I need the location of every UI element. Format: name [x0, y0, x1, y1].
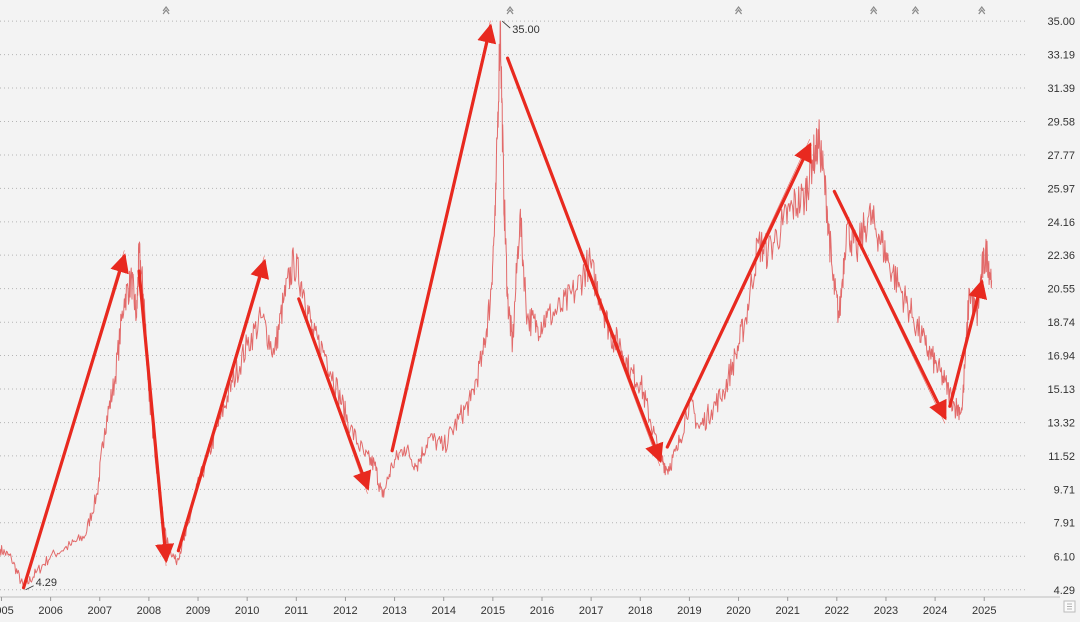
x-tick-label: 2015 — [481, 605, 505, 617]
y-tick-label: 20.55 — [1047, 284, 1075, 296]
x-tick-label: 2009 — [186, 605, 210, 617]
x-tick-label: 2020 — [726, 605, 750, 617]
y-tick-label: 22.36 — [1047, 250, 1075, 262]
y-tick-label: 11.52 — [1048, 451, 1075, 463]
price-line — [0, 20, 993, 589]
trend-arrow — [505, 56, 664, 463]
trend-arrow — [665, 142, 812, 449]
x-tick-label: 2014 — [431, 605, 455, 617]
annotation-pointer — [25, 585, 34, 591]
scroll-grip-icon — [1067, 603, 1072, 610]
y-tick-label: 29.58 — [1047, 116, 1075, 128]
trend-arrow — [137, 269, 175, 564]
y-tick-label: 25.97 — [1047, 183, 1075, 195]
y-tick-label: 7.91 — [1054, 518, 1075, 530]
x-tick-label: 2005 — [0, 605, 14, 617]
y-tick-label: 4.29 — [1054, 585, 1075, 597]
x-tick-label: 2010 — [235, 605, 259, 617]
x-tick-label: 2006 — [38, 605, 62, 617]
annotation-label: 4.29 — [36, 577, 57, 589]
y-tick-label: 35.00 — [1047, 16, 1075, 28]
x-tick-label: 2013 — [382, 605, 406, 617]
trend-arrow — [297, 297, 372, 491]
gridlines — [0, 20, 1026, 591]
y-tick-label: 13.32 — [1047, 418, 1075, 430]
x-axis: 2005 2006 2007 2008 2009 2010 2011 2012 2013 2014… — [0, 596, 1060, 617]
x-tick-label: 2011 — [284, 605, 308, 617]
x-tick-label: 2017 — [579, 605, 603, 617]
annotation-label: 35.00 — [512, 24, 540, 36]
y-tick-label: 15.13 — [1047, 384, 1075, 396]
event-marker-icon — [162, 6, 170, 15]
x-tick-label: 2012 — [333, 605, 357, 617]
x-tick-label: 2021 — [775, 605, 799, 617]
x-tick-label: 2024 — [923, 605, 947, 617]
y-tick-label: 24.16 — [1047, 217, 1075, 229]
y-tick-label: 6.10 — [1054, 551, 1075, 563]
price-series — [0, 20, 993, 589]
top-markers — [162, 6, 986, 15]
x-tick-label: 2022 — [825, 605, 849, 617]
x-tick-label: 2007 — [88, 605, 112, 617]
trend-arrow — [948, 279, 988, 408]
event-marker-icon — [978, 6, 986, 15]
scroll-control[interactable] — [1063, 600, 1076, 613]
trend-arrow — [176, 258, 269, 553]
y-tick-label: 9.71 — [1054, 484, 1075, 496]
x-tick-label: 2023 — [874, 605, 898, 617]
x-tick-label: 2008 — [137, 605, 161, 617]
y-tick-label: 27.77 — [1047, 150, 1075, 162]
event-marker-icon — [911, 6, 919, 15]
trend-arrow — [390, 23, 497, 453]
annotations: 4.29 35.00 — [25, 20, 540, 591]
y-tick-label: 31.39 — [1047, 83, 1075, 95]
y-axis: 35.00 33.19 31.39 29.58 27.77 25.97 24.16 22.36… — [1047, 16, 1075, 597]
x-tick-label: 2018 — [628, 605, 652, 617]
annotation-pointer — [501, 20, 511, 29]
event-marker-icon — [735, 6, 743, 15]
event-marker-icon — [506, 6, 514, 15]
x-tick-label: 2016 — [530, 605, 554, 617]
trend-arrow — [832, 189, 947, 421]
event-marker-icon — [870, 6, 878, 15]
y-tick-label: 18.74 — [1047, 317, 1075, 329]
trend-arrows — [21, 20, 988, 590]
y-tick-label: 16.94 — [1047, 351, 1075, 363]
x-tick-label: 2025 — [972, 605, 996, 617]
y-tick-label: 33.19 — [1047, 50, 1075, 62]
x-tick-label: 2019 — [677, 605, 701, 617]
trend-arrow — [21, 253, 129, 590]
